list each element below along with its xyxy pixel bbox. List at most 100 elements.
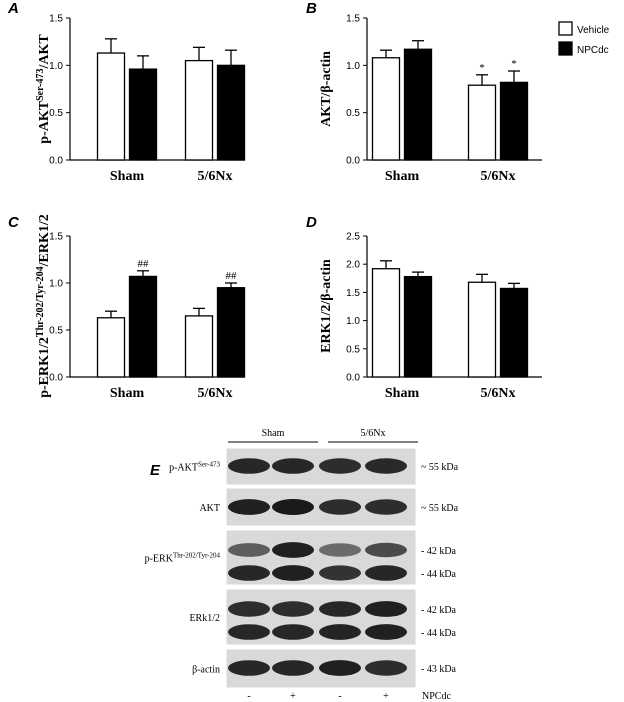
- y-tick-label: 1.5: [49, 232, 63, 243]
- y-axis-label-sup: Ser-473: [35, 69, 46, 101]
- bar-vehicle-sham: [371, 268, 401, 378]
- bar-vehicle-sham: [96, 317, 126, 378]
- blot-band: [365, 542, 407, 558]
- category-label: 5/6Nx: [481, 386, 516, 401]
- blot-row-label-sup: Ser-473: [198, 461, 221, 469]
- blot-band: [319, 543, 361, 557]
- blot-band: [228, 458, 270, 474]
- y-axis-label: ERK1/2/β-actin: [319, 259, 334, 353]
- blot-row-label-main: ERk1/2: [189, 613, 220, 624]
- panel-letter: B: [306, 0, 317, 17]
- blot-band: [319, 660, 361, 676]
- y-tick-label: 0.0: [346, 156, 360, 167]
- legend: Vehicle NPCdc: [558, 21, 610, 56]
- blot-band: [272, 542, 314, 558]
- bar-npcdc-sham: [128, 68, 158, 161]
- blot-marker: ~ 55 kDa: [421, 503, 459, 514]
- y-tick-label: 1.0: [346, 61, 360, 72]
- blot-band: [228, 660, 270, 676]
- category-label: Sham: [110, 169, 145, 184]
- y-tick-label: 0.5: [346, 108, 360, 119]
- blot-band: [272, 458, 314, 474]
- y-tick-label: 0.5: [346, 344, 360, 355]
- y-tick-label: 1.5: [346, 14, 360, 25]
- category-label: Sham: [110, 386, 145, 401]
- blot-band: [272, 660, 314, 676]
- blot-band: [365, 601, 407, 617]
- blot-band: [319, 601, 361, 617]
- bar-npcdc-sham: [128, 275, 158, 378]
- legend-label-npcdc: NPCdc: [577, 45, 609, 56]
- blot-row: ERk1/2 - 42 kDa - 44 kDa: [189, 588, 457, 646]
- blot-band: [272, 565, 314, 581]
- bar-vehicle-sham: [96, 52, 126, 161]
- bar-npcdc-sham: [403, 48, 433, 161]
- category-label: Sham: [385, 386, 420, 401]
- blot-band: [365, 565, 407, 581]
- blot-row-label-main: AKT: [199, 503, 220, 514]
- bar-npcdc-56nx: [499, 287, 529, 378]
- blot-marker: - 44 kDa: [421, 628, 457, 639]
- blot-band: [319, 499, 361, 515]
- blot-group-label: Sham: [262, 428, 285, 439]
- bar-npcdc-56nx: [216, 64, 246, 161]
- category-label: 5/6Nx: [481, 169, 516, 184]
- bar-vehicle-56nx: [467, 84, 497, 161]
- y-tick-label: 2.5: [346, 232, 360, 243]
- y-axis-label-tail: /ERK1/2: [37, 214, 52, 267]
- y-axis-label-sup: Thr-202/Tyr-204: [35, 266, 46, 337]
- y-tick-label: 0.0: [346, 373, 360, 384]
- blot-row-label: β-actin: [192, 665, 220, 676]
- blot-band: [228, 624, 270, 640]
- category-label: Sham: [385, 169, 420, 184]
- bar-vehicle-sham: [371, 57, 401, 161]
- y-tick-label: 1.0: [49, 61, 63, 72]
- panel-letter: D: [306, 214, 317, 231]
- chart-panel-D: D 0.0 0.5 1.0 1.5 2.0 2.5 ERK1/2/β-actin Sham 5/6…: [306, 214, 542, 401]
- bar-npcdc-sham: [403, 275, 433, 378]
- significance-mark: ##: [138, 258, 150, 270]
- blot-row-label: ERk1/2: [189, 613, 220, 624]
- blot-lane-sign: -: [247, 691, 250, 702]
- y-tick-label: 1.5: [346, 288, 360, 299]
- y-tick-label: 0.0: [49, 373, 63, 384]
- blot-row-label: p-ERKThr-202/Tyr-204: [145, 552, 221, 565]
- legend-label-vehicle: Vehicle: [577, 25, 610, 36]
- y-axis-label-main: ERK1/2/β-actin: [319, 259, 334, 353]
- blot-row-label: p-AKTSer-473: [169, 461, 220, 474]
- chart-panel-B: B 0.0 0.5 1.0 1.5 AKT/β-actin Sham * * 5/6Nx: [306, 0, 542, 184]
- bar-vehicle-56nx: [184, 315, 214, 378]
- significance-mark: ##: [226, 270, 238, 282]
- blot-band: [228, 499, 270, 515]
- blot-band: [272, 601, 314, 617]
- blot-band: [272, 624, 314, 640]
- y-axis-label-main: p-AKT: [37, 100, 52, 143]
- bar-vehicle-56nx: [467, 281, 497, 378]
- blot-row: β-actin - 43 kDa: [192, 648, 457, 689]
- y-tick-label: 0.0: [49, 156, 63, 167]
- category-label: 5/6Nx: [198, 169, 233, 184]
- y-axis-label: p-ERK1/2Thr-202/Tyr-204/ERK1/2: [35, 214, 52, 398]
- blot-row: p-ERKThr-202/Tyr-204 - 42 kDa - 44 kDa: [145, 529, 457, 586]
- bar-charts: A 0.0 0.5 1.0 1.5 p-AKTSer-473/AKT Sham 5/6Nx B 0…: [7, 0, 542, 401]
- panel-letter: A: [7, 0, 19, 17]
- blot-band: [319, 458, 361, 474]
- y-axis-label-main: AKT/β-actin: [319, 51, 334, 127]
- blot-row-label-main: β-actin: [192, 665, 220, 676]
- y-tick-label: 1.5: [49, 14, 63, 25]
- y-tick-label: 2.0: [346, 260, 360, 271]
- significance-mark: *: [511, 58, 517, 70]
- blot-row: p-AKTSer-473 ~ 55 kDa: [169, 447, 459, 486]
- chart-panel-C: C0.00.51.01.5p-ERK1/2Thr-202/Tyr-204/ERK…: [8, 214, 246, 401]
- bar-vehicle-56nx: [184, 59, 214, 161]
- blot-row-label: AKT: [199, 503, 220, 514]
- blot-marker: - 42 kDa: [421, 546, 457, 557]
- bar-npcdc-56nx: [499, 81, 529, 161]
- blot-group-label: 5/6Nx: [361, 428, 386, 439]
- western-blot-panel: E Sham 5/6Nx p-AKTSer-473 ~ 55 kDa AKT ~ 55 kD…: [145, 428, 459, 702]
- blot-row-label-main: p-AKT: [169, 463, 198, 474]
- blot-band: [319, 565, 361, 581]
- significance-mark: *: [479, 62, 485, 74]
- chart-panel-A: A 0.0 0.5 1.0 1.5 p-AKTSer-473/AKT Sham 5/6Nx: [7, 0, 246, 184]
